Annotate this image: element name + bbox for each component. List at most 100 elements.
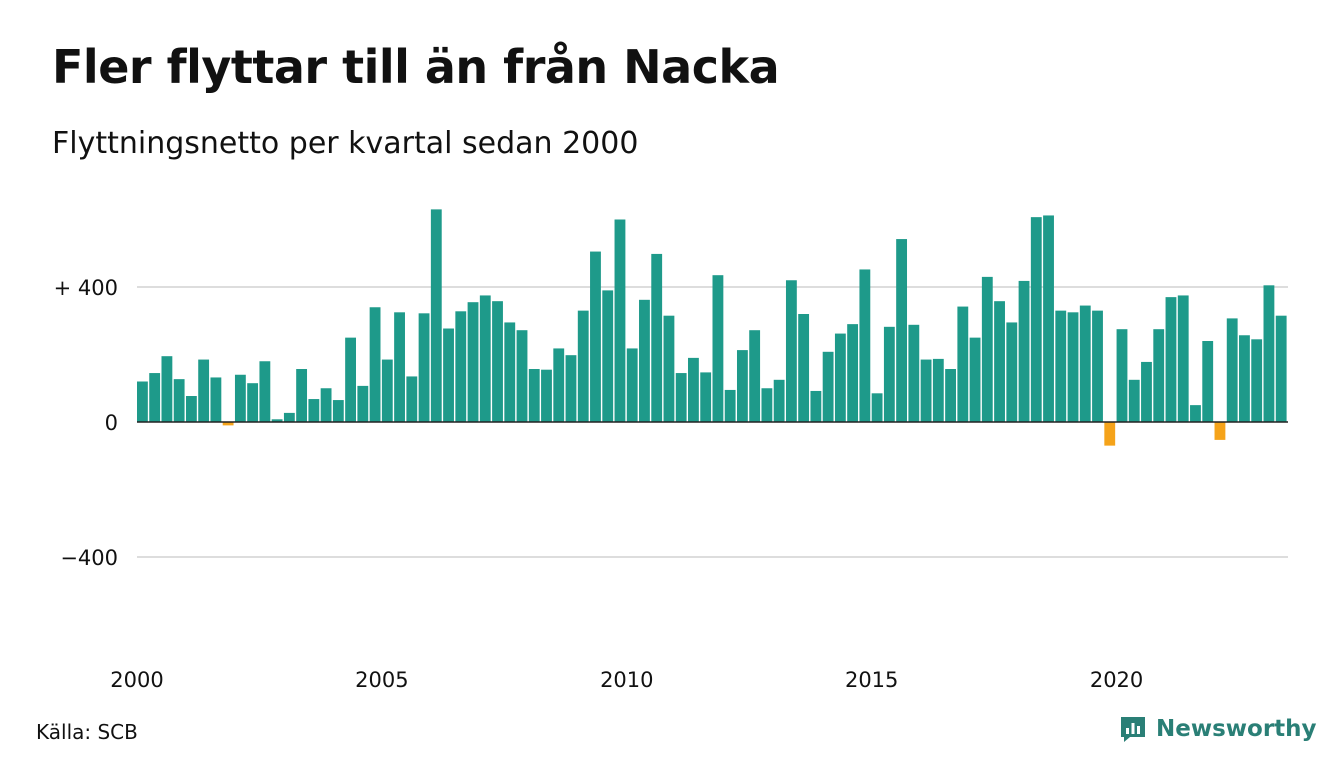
- bar: 2016 Q3: 157: [945, 369, 956, 422]
- bar: 2016 Q2: 187: [932, 358, 944, 422]
- bar: 2000 Q4: 127: [173, 379, 185, 422]
- bar: 2011 Q2: 190: [688, 357, 699, 423]
- bar: 2003 Q4: 100: [320, 388, 332, 422]
- bar: 2010 Q4: 315: [663, 315, 675, 422]
- bar: 2016 Q4: 342: [957, 306, 969, 422]
- bar: 2020 Q2: 125: [1128, 379, 1140, 422]
- bar: 2007 Q2: 358: [492, 301, 503, 423]
- bar: 2006 Q3: 328: [455, 311, 467, 422]
- bar: 2021 Q4: 240: [1202, 341, 1214, 422]
- bar: 2015 Q4: 288: [908, 324, 920, 422]
- y-tick-label: + 400: [54, 276, 118, 300]
- bar: 2016 Q1: 185: [920, 359, 932, 422]
- bar: 2003 Q2: 157: [296, 369, 308, 422]
- bar: 2020 Q1: 275: [1116, 329, 1128, 422]
- bar: 2018 Q1: 418: [1018, 280, 1030, 422]
- bar: 2005 Q1: 185: [381, 359, 393, 422]
- bar: 2001 Q1: 77: [185, 396, 197, 422]
- bar: 2002 Q4: 8: [271, 419, 283, 422]
- x-tick-label: 2000: [110, 668, 163, 692]
- bar: 2008 Q3: 218: [553, 348, 565, 423]
- bar: 2018 Q4: 330: [1055, 310, 1067, 423]
- bar: 2009 Q4: 600: [614, 219, 626, 422]
- x-tick-label: 2005: [355, 668, 408, 692]
- chart-subtitle: Flyttningsnetto per kvartal sedan 2000: [52, 126, 639, 161]
- bar: 2022 Q4: 245: [1251, 339, 1263, 422]
- bar: 2023 Q1: 405: [1263, 285, 1275, 422]
- y-axis-labels: + 400 0 −400: [54, 276, 118, 570]
- bars: 2000 Q1: 1202000 Q2: 1452000 Q3: 1952000…: [137, 209, 1287, 446]
- bar: 2008 Q2: 155: [541, 369, 552, 422]
- bar: 2021 Q1: 370: [1165, 297, 1177, 423]
- bar: 2013 Q3: 320: [798, 314, 810, 422]
- bar: 2006 Q2: 277: [443, 328, 454, 422]
- bar: 2001 Q3: 132: [210, 377, 222, 422]
- bar: 2012 Q3: 272: [749, 330, 761, 422]
- bar: 2008 Q4: 198: [565, 355, 577, 423]
- bar: 2002 Q1: 140: [234, 374, 246, 422]
- bar: 2004 Q4: 340: [369, 307, 381, 422]
- bar: 2018 Q2: 607: [1030, 217, 1042, 422]
- bar: 2009 Q3: 390: [602, 290, 614, 423]
- x-axis-labels: 2000 2005 2010 2015 2020: [110, 668, 1143, 692]
- bar: 2021 Q2: 375: [1177, 295, 1189, 422]
- bar: 2015 Q3: 542: [896, 239, 908, 422]
- bar: 2019 Q2: 345: [1079, 305, 1091, 422]
- bar: 2006 Q4: 355: [467, 302, 479, 422]
- bar: 2019 Q4: -70: [1104, 422, 1116, 446]
- bar: 2009 Q2: 505: [590, 251, 601, 422]
- bar: 2001 Q4: -10: [222, 422, 234, 426]
- bar: 2007 Q3: 295: [504, 322, 516, 422]
- bar: 2012 Q4: 100: [761, 388, 773, 422]
- bar: 2013 Q4: 92: [810, 390, 822, 422]
- newsworthy-logo-icon: [1121, 717, 1145, 742]
- bar: 2004 Q2: 250: [345, 337, 356, 423]
- bar: 2011 Q4: 435: [712, 275, 724, 422]
- bar: 2017 Q1: 250: [969, 337, 981, 423]
- bar: 2013 Q2: 420: [785, 280, 797, 422]
- bar: 2023 Q2: 315: [1275, 315, 1287, 422]
- bar: 2002 Q2: 115: [247, 383, 259, 422]
- bar-chart: 2000 Q1: 1202000 Q2: 1452000 Q3: 1952000…: [54, 209, 1288, 692]
- bar: 2010 Q3: 498: [651, 253, 663, 422]
- bar: 2017 Q2: 430: [981, 276, 993, 423]
- bar: 2020 Q3: 178: [1141, 361, 1152, 423]
- bar: 2017 Q3: 358: [994, 301, 1005, 423]
- bar: 2000 Q1: 120: [137, 381, 148, 422]
- bar: 2003 Q1: 27: [283, 412, 295, 422]
- bar: 2017 Q4: 295: [1006, 322, 1018, 422]
- bar: 2014 Q2: 262: [834, 333, 846, 422]
- y-tick-label: 0: [105, 411, 118, 435]
- brand-logo: Newsworthy: [1118, 714, 1317, 744]
- bar: 2005 Q3: 135: [406, 376, 418, 422]
- bar: 2006 Q1: 630: [430, 209, 442, 423]
- bar: 2011 Q1: 145: [675, 373, 687, 422]
- bar: 2000 Q3: 195: [161, 356, 173, 422]
- bar: 2007 Q4: 272: [516, 330, 528, 422]
- bar: 2018 Q3: 612: [1043, 215, 1054, 422]
- bar: 2012 Q1: 95: [724, 389, 736, 422]
- bar: 2001 Q2: 185: [198, 359, 210, 422]
- bar: 2019 Q3: 330: [1092, 310, 1103, 423]
- chart-title: Fler flyttar till än från Nacka: [52, 40, 780, 94]
- bar: 2012 Q2: 213: [736, 350, 748, 422]
- bar: 2008 Q1: 157: [528, 369, 540, 422]
- x-tick-label: 2020: [1090, 668, 1143, 692]
- bar: 2010 Q2: 362: [639, 299, 650, 422]
- bar: 2004 Q3: 107: [357, 385, 369, 422]
- bar: 2004 Q1: 65: [332, 400, 344, 422]
- bar: 2015 Q2: 282: [883, 326, 895, 422]
- bar: 2022 Q2: 307: [1226, 318, 1238, 422]
- bar: 2002 Q3: 180: [259, 361, 271, 422]
- x-tick-label: 2015: [845, 668, 898, 692]
- bar: 2014 Q3: 290: [847, 324, 859, 423]
- bar: 2005 Q4: 322: [418, 313, 430, 422]
- bar: 2014 Q1: 208: [822, 351, 834, 422]
- bar: 2015 Q1: 85: [871, 393, 883, 422]
- brand-name: Newsworthy: [1156, 716, 1317, 742]
- y-tick-label: −400: [60, 546, 118, 570]
- bar: 2019 Q1: 325: [1067, 312, 1079, 422]
- bar: 2000 Q2: 145: [149, 373, 161, 422]
- bar: 2022 Q3: 257: [1239, 335, 1250, 422]
- bar: 2021 Q3: 50: [1190, 405, 1201, 423]
